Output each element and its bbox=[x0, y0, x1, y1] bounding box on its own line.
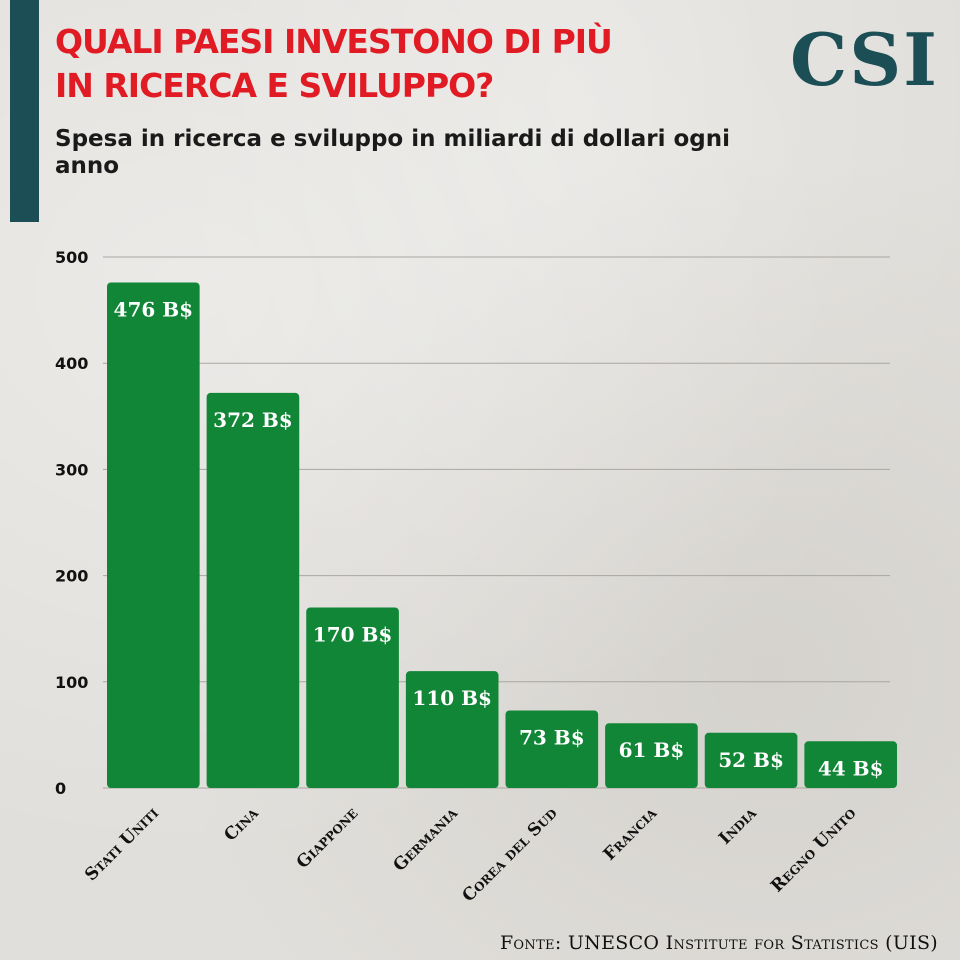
bar bbox=[405, 671, 499, 788]
x-tick-label: Cina bbox=[220, 803, 263, 846]
data-label: 73 B$ bbox=[519, 725, 585, 749]
x-tick-label: Giappone bbox=[293, 803, 362, 872]
y-tick-label: 400 bbox=[55, 354, 88, 373]
x-tick-label: Corea del Sud bbox=[459, 803, 562, 906]
chart-title: QUALI PAESI INVESTONO DI PIÙ IN RICERCA … bbox=[55, 20, 695, 108]
data-label: 52 B$ bbox=[718, 748, 784, 772]
chart-subtitle: Spesa in ricerca e sviluppo in miliardi … bbox=[55, 126, 731, 179]
bar bbox=[804, 741, 897, 788]
title-line-1: QUALI PAESI INVESTONO DI PIÙ bbox=[55, 22, 613, 61]
y-tick-label: 0 bbox=[55, 779, 66, 798]
bar bbox=[704, 732, 798, 788]
data-label: 476 B$ bbox=[114, 297, 194, 321]
accent-bar bbox=[10, 0, 39, 222]
x-tick-label: India bbox=[715, 803, 761, 849]
y-tick-label: 100 bbox=[55, 673, 88, 692]
bar bbox=[505, 710, 599, 788]
bar bbox=[605, 723, 698, 788]
bar bbox=[206, 392, 300, 788]
bar bbox=[306, 607, 399, 788]
x-tick-label: Stati Uniti bbox=[81, 803, 163, 885]
data-label: 44 B$ bbox=[818, 756, 884, 780]
y-tick-label: 300 bbox=[55, 460, 88, 479]
source-note: Fonte: UNESCO Institute for Statistics (… bbox=[499, 932, 938, 954]
csi-logo: CSI bbox=[790, 17, 939, 102]
bar bbox=[107, 282, 200, 788]
data-label: 110 B$ bbox=[412, 686, 492, 710]
title-line-2: IN RICERCA E SVILUPPO? bbox=[55, 66, 494, 105]
y-tick-label: 200 bbox=[55, 567, 88, 586]
data-label: 170 B$ bbox=[313, 622, 393, 646]
data-label: 61 B$ bbox=[619, 738, 685, 762]
x-tick-label: Germania bbox=[390, 803, 463, 876]
x-tick-label: Regno Unito bbox=[767, 803, 860, 896]
x-tick-label: Francia bbox=[600, 803, 662, 865]
data-label: 372 B$ bbox=[213, 408, 293, 432]
y-tick-label: 500 bbox=[55, 248, 88, 267]
